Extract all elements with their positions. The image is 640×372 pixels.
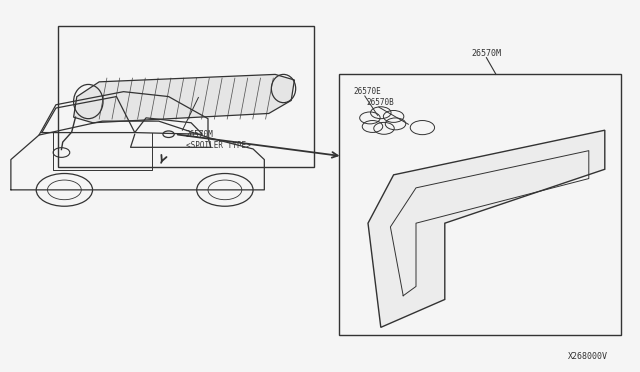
Bar (339, 74, 621, 335)
Text: 26570M: 26570M (186, 130, 213, 139)
Bar (58, 26, 314, 167)
Text: 26570M: 26570M (472, 49, 501, 58)
Text: 26570B: 26570B (366, 98, 394, 107)
Text: <SPOILER TYPE>: <SPOILER TYPE> (186, 141, 250, 150)
Text: X268000V: X268000V (568, 352, 608, 361)
Polygon shape (74, 74, 294, 123)
Polygon shape (368, 130, 605, 327)
Text: 26570E: 26570E (353, 87, 381, 96)
